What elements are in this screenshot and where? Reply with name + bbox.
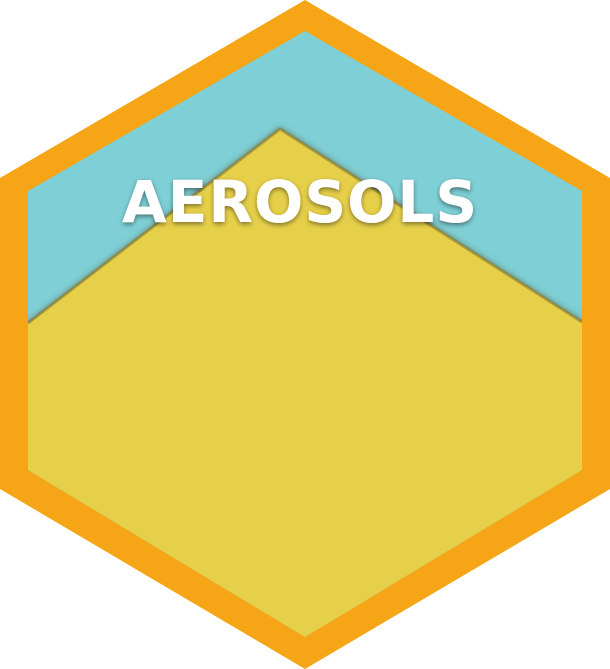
mountain-ridge-line	[28, 127, 582, 325]
mountain-icon	[28, 129, 582, 637]
logo-title: AEROSOLS	[122, 168, 478, 236]
